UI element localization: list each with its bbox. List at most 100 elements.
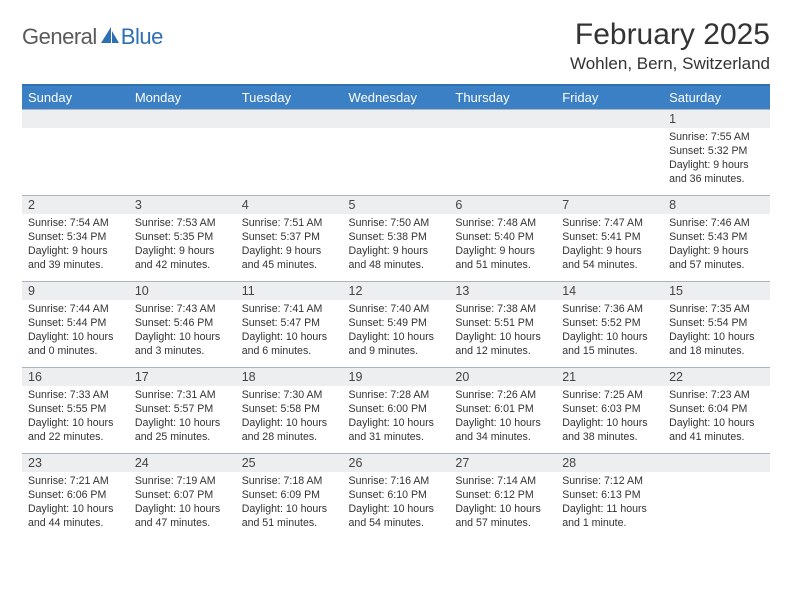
day-details: Sunrise: 7:18 AMSunset: 6:09 PMDaylight:… <box>236 472 343 537</box>
day-details: Sunrise: 7:41 AMSunset: 5:47 PMDaylight:… <box>236 300 343 365</box>
logo-word-general: General <box>22 24 97 50</box>
day-details: Sunrise: 7:12 AMSunset: 6:13 PMDaylight:… <box>556 472 663 537</box>
day-details <box>449 128 556 137</box>
day-number: 6 <box>449 195 556 214</box>
calendar-cell: 10Sunrise: 7:43 AMSunset: 5:46 PMDayligh… <box>129 281 236 367</box>
day-number: 16 <box>22 367 129 386</box>
day-details: Sunrise: 7:44 AMSunset: 5:44 PMDaylight:… <box>22 300 129 365</box>
day-header: Tuesday <box>236 86 343 109</box>
day-details: Sunrise: 7:30 AMSunset: 5:58 PMDaylight:… <box>236 386 343 451</box>
day-details: Sunrise: 7:40 AMSunset: 5:49 PMDaylight:… <box>343 300 450 365</box>
calendar-cell: 3Sunrise: 7:53 AMSunset: 5:35 PMDaylight… <box>129 195 236 281</box>
day-details: Sunrise: 7:55 AMSunset: 5:32 PMDaylight:… <box>663 128 770 193</box>
day-number <box>663 453 770 472</box>
day-details: Sunrise: 7:35 AMSunset: 5:54 PMDaylight:… <box>663 300 770 365</box>
day-number: 18 <box>236 367 343 386</box>
calendar-cell <box>22 109 129 195</box>
calendar-cell: 14Sunrise: 7:36 AMSunset: 5:52 PMDayligh… <box>556 281 663 367</box>
day-number: 11 <box>236 281 343 300</box>
day-details: Sunrise: 7:47 AMSunset: 5:41 PMDaylight:… <box>556 214 663 279</box>
calendar-cell <box>236 109 343 195</box>
day-details: Sunrise: 7:33 AMSunset: 5:55 PMDaylight:… <box>22 386 129 451</box>
day-details <box>343 128 450 137</box>
day-number: 19 <box>343 367 450 386</box>
day-details: Sunrise: 7:50 AMSunset: 5:38 PMDaylight:… <box>343 214 450 279</box>
day-number: 9 <box>22 281 129 300</box>
day-number: 21 <box>556 367 663 386</box>
day-number: 2 <box>22 195 129 214</box>
day-number: 26 <box>343 453 450 472</box>
day-details: Sunrise: 7:48 AMSunset: 5:40 PMDaylight:… <box>449 214 556 279</box>
day-details <box>236 128 343 137</box>
calendar-cell: 25Sunrise: 7:18 AMSunset: 6:09 PMDayligh… <box>236 453 343 539</box>
calendar-cell: 9Sunrise: 7:44 AMSunset: 5:44 PMDaylight… <box>22 281 129 367</box>
day-details: Sunrise: 7:26 AMSunset: 6:01 PMDaylight:… <box>449 386 556 451</box>
day-details: Sunrise: 7:43 AMSunset: 5:46 PMDaylight:… <box>129 300 236 365</box>
day-details: Sunrise: 7:53 AMSunset: 5:35 PMDaylight:… <box>129 214 236 279</box>
calendar-row: 1Sunrise: 7:55 AMSunset: 5:32 PMDaylight… <box>22 109 770 195</box>
calendar-cell: 18Sunrise: 7:30 AMSunset: 5:58 PMDayligh… <box>236 367 343 453</box>
day-number: 15 <box>663 281 770 300</box>
day-number: 22 <box>663 367 770 386</box>
month-title: February 2025 <box>570 18 770 52</box>
calendar-cell: 24Sunrise: 7:19 AMSunset: 6:07 PMDayligh… <box>129 453 236 539</box>
calendar-table: SundayMondayTuesdayWednesdayThursdayFrid… <box>22 86 770 539</box>
day-details: Sunrise: 7:51 AMSunset: 5:37 PMDaylight:… <box>236 214 343 279</box>
day-header: Monday <box>129 86 236 109</box>
calendar-cell: 17Sunrise: 7:31 AMSunset: 5:57 PMDayligh… <box>129 367 236 453</box>
calendar-cell <box>343 109 450 195</box>
calendar-header-row: SundayMondayTuesdayWednesdayThursdayFrid… <box>22 86 770 109</box>
page-header: General Blue February 2025 Wohlen, Bern,… <box>22 18 770 74</box>
calendar-cell: 19Sunrise: 7:28 AMSunset: 6:00 PMDayligh… <box>343 367 450 453</box>
day-header: Saturday <box>663 86 770 109</box>
day-header: Thursday <box>449 86 556 109</box>
day-number <box>22 109 129 128</box>
calendar-cell: 5Sunrise: 7:50 AMSunset: 5:38 PMDaylight… <box>343 195 450 281</box>
calendar-row: 2Sunrise: 7:54 AMSunset: 5:34 PMDaylight… <box>22 195 770 281</box>
calendar-cell: 22Sunrise: 7:23 AMSunset: 6:04 PMDayligh… <box>663 367 770 453</box>
calendar-cell: 13Sunrise: 7:38 AMSunset: 5:51 PMDayligh… <box>449 281 556 367</box>
calendar-cell: 23Sunrise: 7:21 AMSunset: 6:06 PMDayligh… <box>22 453 129 539</box>
day-header: Friday <box>556 86 663 109</box>
calendar-row: 9Sunrise: 7:44 AMSunset: 5:44 PMDaylight… <box>22 281 770 367</box>
day-details <box>556 128 663 137</box>
calendar-cell: 7Sunrise: 7:47 AMSunset: 5:41 PMDaylight… <box>556 195 663 281</box>
day-number: 8 <box>663 195 770 214</box>
day-number <box>449 109 556 128</box>
day-number: 24 <box>129 453 236 472</box>
location-label: Wohlen, Bern, Switzerland <box>570 54 770 74</box>
day-details: Sunrise: 7:21 AMSunset: 6:06 PMDaylight:… <box>22 472 129 537</box>
calendar-row: 23Sunrise: 7:21 AMSunset: 6:06 PMDayligh… <box>22 453 770 539</box>
day-number <box>129 109 236 128</box>
calendar-cell <box>449 109 556 195</box>
day-details: Sunrise: 7:23 AMSunset: 6:04 PMDaylight:… <box>663 386 770 451</box>
calendar-body: 1Sunrise: 7:55 AMSunset: 5:32 PMDaylight… <box>22 109 770 539</box>
calendar-cell <box>129 109 236 195</box>
calendar-cell: 12Sunrise: 7:40 AMSunset: 5:49 PMDayligh… <box>343 281 450 367</box>
day-number: 12 <box>343 281 450 300</box>
calendar-cell: 20Sunrise: 7:26 AMSunset: 6:01 PMDayligh… <box>449 367 556 453</box>
day-number: 3 <box>129 195 236 214</box>
day-details: Sunrise: 7:25 AMSunset: 6:03 PMDaylight:… <box>556 386 663 451</box>
brand-logo: General Blue <box>22 18 163 50</box>
day-number: 23 <box>22 453 129 472</box>
calendar-cell: 4Sunrise: 7:51 AMSunset: 5:37 PMDaylight… <box>236 195 343 281</box>
day-number: 13 <box>449 281 556 300</box>
day-number: 1 <box>663 109 770 128</box>
day-details: Sunrise: 7:36 AMSunset: 5:52 PMDaylight:… <box>556 300 663 365</box>
day-details: Sunrise: 7:46 AMSunset: 5:43 PMDaylight:… <box>663 214 770 279</box>
day-details <box>663 472 770 481</box>
calendar-cell: 16Sunrise: 7:33 AMSunset: 5:55 PMDayligh… <box>22 367 129 453</box>
day-details <box>22 128 129 137</box>
day-details: Sunrise: 7:38 AMSunset: 5:51 PMDaylight:… <box>449 300 556 365</box>
day-details: Sunrise: 7:31 AMSunset: 5:57 PMDaylight:… <box>129 386 236 451</box>
day-number: 17 <box>129 367 236 386</box>
calendar-cell: 27Sunrise: 7:14 AMSunset: 6:12 PMDayligh… <box>449 453 556 539</box>
day-details <box>129 128 236 137</box>
logo-sail-icon <box>99 25 121 50</box>
calendar-cell: 28Sunrise: 7:12 AMSunset: 6:13 PMDayligh… <box>556 453 663 539</box>
calendar-cell: 26Sunrise: 7:16 AMSunset: 6:10 PMDayligh… <box>343 453 450 539</box>
day-details: Sunrise: 7:28 AMSunset: 6:00 PMDaylight:… <box>343 386 450 451</box>
day-number: 14 <box>556 281 663 300</box>
day-number: 4 <box>236 195 343 214</box>
